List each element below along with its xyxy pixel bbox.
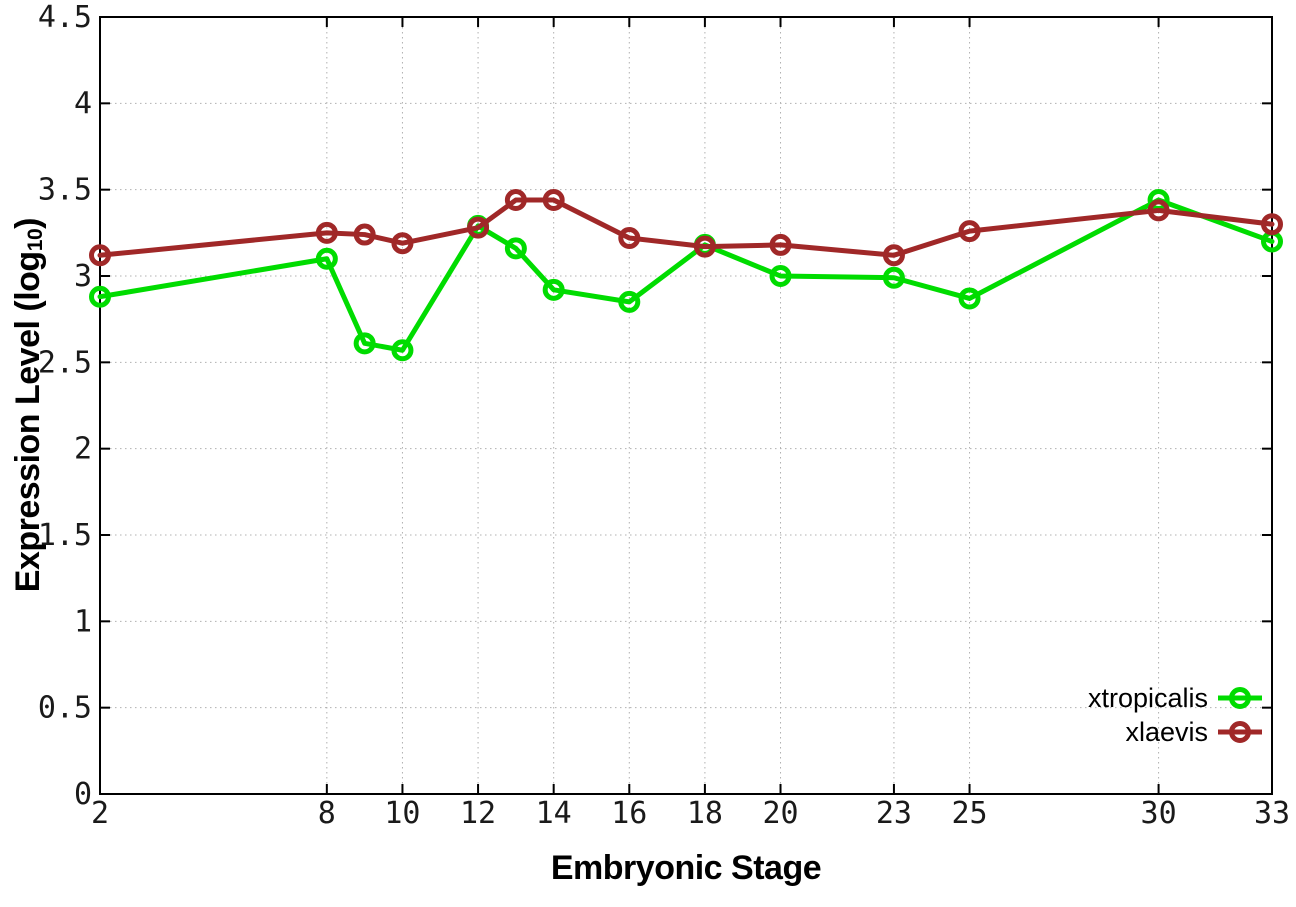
y-tick-label: 1.5	[38, 518, 92, 553]
data-point	[769, 233, 792, 256]
data-point	[391, 339, 414, 362]
data-point	[353, 332, 376, 355]
data-point	[504, 237, 527, 260]
series-line-xlaevis	[97, 197, 1275, 258]
legend-item-xtropicalis: xtropicalis	[1088, 681, 1262, 715]
data-point	[882, 266, 905, 289]
data-point	[353, 223, 376, 246]
legend-sample-icon	[1218, 687, 1262, 709]
y-tick-label: 2.5	[38, 345, 92, 380]
y-tick-label: 2	[74, 432, 92, 467]
data-point	[542, 278, 565, 301]
data-point	[89, 285, 111, 308]
data-point	[542, 189, 565, 212]
legend-sample-icon	[1218, 721, 1262, 743]
series-xlaevis	[89, 189, 1283, 267]
y-axis-label: Expression Level (log10)	[2, 17, 54, 794]
series-line-xtropicalis	[97, 197, 1275, 353]
data-point	[958, 220, 981, 243]
data-point	[1147, 199, 1170, 222]
data-point	[315, 221, 338, 244]
legend-label: xlaevis	[1125, 716, 1208, 747]
plot-border	[99, 16, 1273, 795]
tick-marks	[99, 16, 1273, 795]
x-tick-label: 33	[1254, 796, 1290, 831]
x-tick-label: 23	[876, 796, 912, 831]
y-axis-label-text: Expression Level (log10)	[8, 218, 47, 593]
chart-legend: xtropicalis xlaevis	[1088, 681, 1262, 749]
x-tick-label: 10	[384, 796, 420, 831]
x-tick-label: 8	[318, 796, 336, 831]
grid-lines	[100, 17, 1272, 794]
data-point	[882, 244, 905, 267]
x-tick-label: 20	[762, 796, 798, 831]
y-tick-label: 3.5	[38, 173, 92, 208]
data-point	[693, 235, 716, 258]
x-tick-label: 16	[611, 796, 647, 831]
data-point	[467, 216, 490, 239]
x-tick-label: 14	[536, 796, 572, 831]
data-point	[391, 232, 414, 255]
data-point	[1261, 213, 1283, 236]
x-axis-label: Embryonic Stage	[550, 849, 822, 887]
x-tick-label: 2	[91, 796, 109, 831]
data-point	[769, 265, 792, 287]
x-tick-label: 30	[1141, 796, 1177, 831]
data-point	[315, 247, 338, 270]
x-tick-label: 12	[460, 796, 496, 831]
x-tick-label: 25	[951, 796, 987, 831]
y-tick-label: 3	[74, 259, 92, 294]
data-point	[618, 227, 641, 250]
data-point	[89, 244, 111, 267]
legend-item-xlaevis: xlaevis	[1088, 715, 1262, 749]
data-point	[618, 290, 641, 313]
y-tick-label: 4	[74, 86, 92, 121]
y-tick-label: 0	[74, 777, 92, 812]
data-point	[504, 189, 527, 212]
y-tick-label: 0.5	[38, 691, 92, 726]
data-point	[958, 287, 981, 310]
legend-label: xtropicalis	[1087, 682, 1208, 713]
x-tick-label: 18	[687, 796, 723, 831]
tick-labels: 2 8 10 12 14 16 18 20 23 25 30 33 0 0.5 1 1.5 2 2.5 3 3.5 4 4…	[38, 0, 1290, 831]
y-tick-label: 4.5	[38, 0, 92, 35]
y-tick-label: 1	[74, 604, 92, 639]
